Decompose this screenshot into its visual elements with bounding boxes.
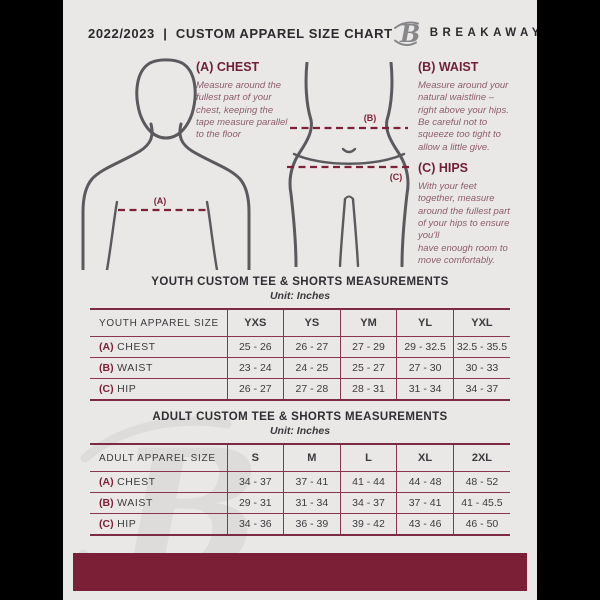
hips-description: With your feet together, measure around …: [418, 181, 510, 267]
youth-header-row: YOUTH APPAREL SIZE YXS YS YM YL YXL: [90, 309, 510, 337]
row-marker: (C): [99, 518, 114, 530]
cell: 34 - 37: [339, 492, 397, 514]
page-background: B 2022/2023 | CUSTOM APPAREL SIZE CHART …: [63, 0, 537, 600]
cell: 34 - 37: [452, 378, 510, 400]
adult-section-title: ADULT CUSTOM TEE & SHORTS MEASUREMENTS: [152, 411, 448, 423]
size-col-header: XL: [396, 444, 454, 472]
chest-instructions: (A) CHEST Measure around the fullest par…: [196, 60, 310, 142]
table-row: (A) CHEST 25 - 26 26 - 27 27 - 29 29 - 3…: [90, 336, 510, 358]
table-row: (C) HIP 34 - 36 36 - 39 39 - 42 43 - 46 …: [90, 513, 510, 535]
row-marker: (A): [99, 476, 114, 488]
youth-size-table: YOUTH APPAREL SIZE YXS YS YM YL YXL (A) …: [90, 308, 510, 401]
row-marker: (B): [99, 362, 114, 374]
table-row: (B) WAIST 23 - 24 24 - 25 25 - 27 27 - 3…: [90, 357, 510, 379]
cell: 31 - 34: [396, 378, 454, 400]
cell: 26 - 27: [226, 378, 284, 400]
cell: 26 - 27: [283, 336, 341, 358]
page-title: 2022/2023 | CUSTOM APPAREL SIZE CHART: [88, 25, 393, 41]
table-row: (B) WAIST 29 - 31 31 - 34 34 - 37 37 - 4…: [90, 492, 510, 514]
size-col-header: L: [339, 444, 397, 472]
size-col-header: YXS: [226, 309, 284, 337]
cell: 28 - 31: [339, 378, 397, 400]
adult-size-label-header: ADULT APPAREL SIZE: [90, 444, 227, 472]
row-label: HIP: [117, 383, 137, 395]
size-col-header: YL: [396, 309, 454, 337]
cell: 25 - 27: [339, 357, 397, 379]
cell: 31 - 34: [283, 492, 341, 514]
hips-instructions: (C) HIPS With your feet together, measur…: [418, 161, 537, 267]
cell: 41 - 44: [339, 471, 397, 493]
footer-bar: [73, 553, 527, 591]
cell: 44 - 48: [396, 471, 454, 493]
cell: 27 - 29: [339, 336, 397, 358]
chest-heading: (A) CHEST: [196, 60, 260, 74]
cell: 29 - 32.5: [396, 336, 454, 358]
header-bar: 2022/2023 | CUSTOM APPAREL SIZE CHART B …: [63, 18, 537, 48]
cell: 25 - 26: [226, 336, 284, 358]
waist-instructions: (B) WAIST Measure around your natural wa…: [418, 60, 536, 154]
cell: 37 - 41: [283, 471, 341, 493]
cell: 43 - 46: [396, 513, 454, 535]
cell: 27 - 30: [396, 357, 454, 379]
size-col-header: S: [226, 444, 284, 472]
cell: 29 - 31: [226, 492, 284, 514]
youth-section-title: YOUTH CUSTOM TEE & SHORTS MEASUREMENTS: [151, 276, 449, 288]
table-row: (C) HIP 26 - 27 27 - 28 28 - 31 31 - 34 …: [90, 378, 510, 400]
torso-figure: (A): [81, 58, 251, 270]
row-label: CHEST: [117, 341, 156, 353]
size-col-header: YS: [283, 309, 341, 337]
cell: 32.5 - 35.5: [452, 336, 510, 358]
marker-a-label: (A): [154, 196, 167, 206]
waist-description: Measure around your natural waistline – …: [418, 80, 509, 153]
cell: 36 - 39: [283, 513, 341, 535]
brand-lockup: B BREAKAWAY: [393, 19, 537, 47]
row-marker: (C): [99, 383, 114, 395]
adult-size-table: ADULT APPAREL SIZE S M L XL 2XL (A) CHES…: [90, 443, 510, 536]
cell: 39 - 42: [339, 513, 397, 535]
hips-heading: (C) HIPS: [418, 161, 468, 175]
row-label: WAIST: [117, 362, 153, 374]
brand-name: BREAKAWAY: [429, 27, 537, 39]
cell: 41 - 45.5: [452, 492, 510, 514]
row-label: WAIST: [117, 497, 153, 509]
row-marker: (B): [99, 497, 114, 509]
cell: 34 - 36: [226, 513, 284, 535]
cell: 48 - 52: [452, 471, 510, 493]
size-col-header: M: [283, 444, 341, 472]
cell: 30 - 33: [452, 357, 510, 379]
row-label: CHEST: [117, 476, 156, 488]
size-col-header: YM: [339, 309, 397, 337]
cell: 24 - 25: [283, 357, 341, 379]
row-marker: (A): [99, 341, 114, 353]
adult-unit-label: Unit: Inches: [269, 425, 331, 437]
table-row: (A) CHEST 34 - 37 37 - 41 41 - 44 44 - 4…: [90, 471, 510, 493]
svg-text:B: B: [399, 19, 420, 47]
cell: 23 - 24: [226, 357, 284, 379]
cell: 37 - 41: [396, 492, 454, 514]
cell: 34 - 37: [226, 471, 284, 493]
cell: 46 - 50: [452, 513, 510, 535]
marker-b-label: (B): [364, 113, 377, 123]
youth-size-label-header: YOUTH APPAREL SIZE: [90, 309, 227, 337]
adult-header-row: ADULT APPAREL SIZE S M L XL 2XL: [90, 444, 510, 472]
marker-c-label: (C): [390, 172, 403, 182]
breakaway-b-logo-icon: B: [393, 19, 420, 47]
row-label: HIP: [117, 518, 137, 530]
size-col-header: YXL: [452, 309, 510, 337]
youth-unit-label: Unit: Inches: [269, 290, 331, 302]
lower-body-figure: (B) (C): [287, 62, 411, 267]
waist-heading: (B) WAIST: [418, 60, 479, 74]
cell: 27 - 28: [283, 378, 341, 400]
chest-description: Measure around the fullest part of your …: [196, 80, 288, 141]
size-col-header: 2XL: [452, 444, 510, 472]
